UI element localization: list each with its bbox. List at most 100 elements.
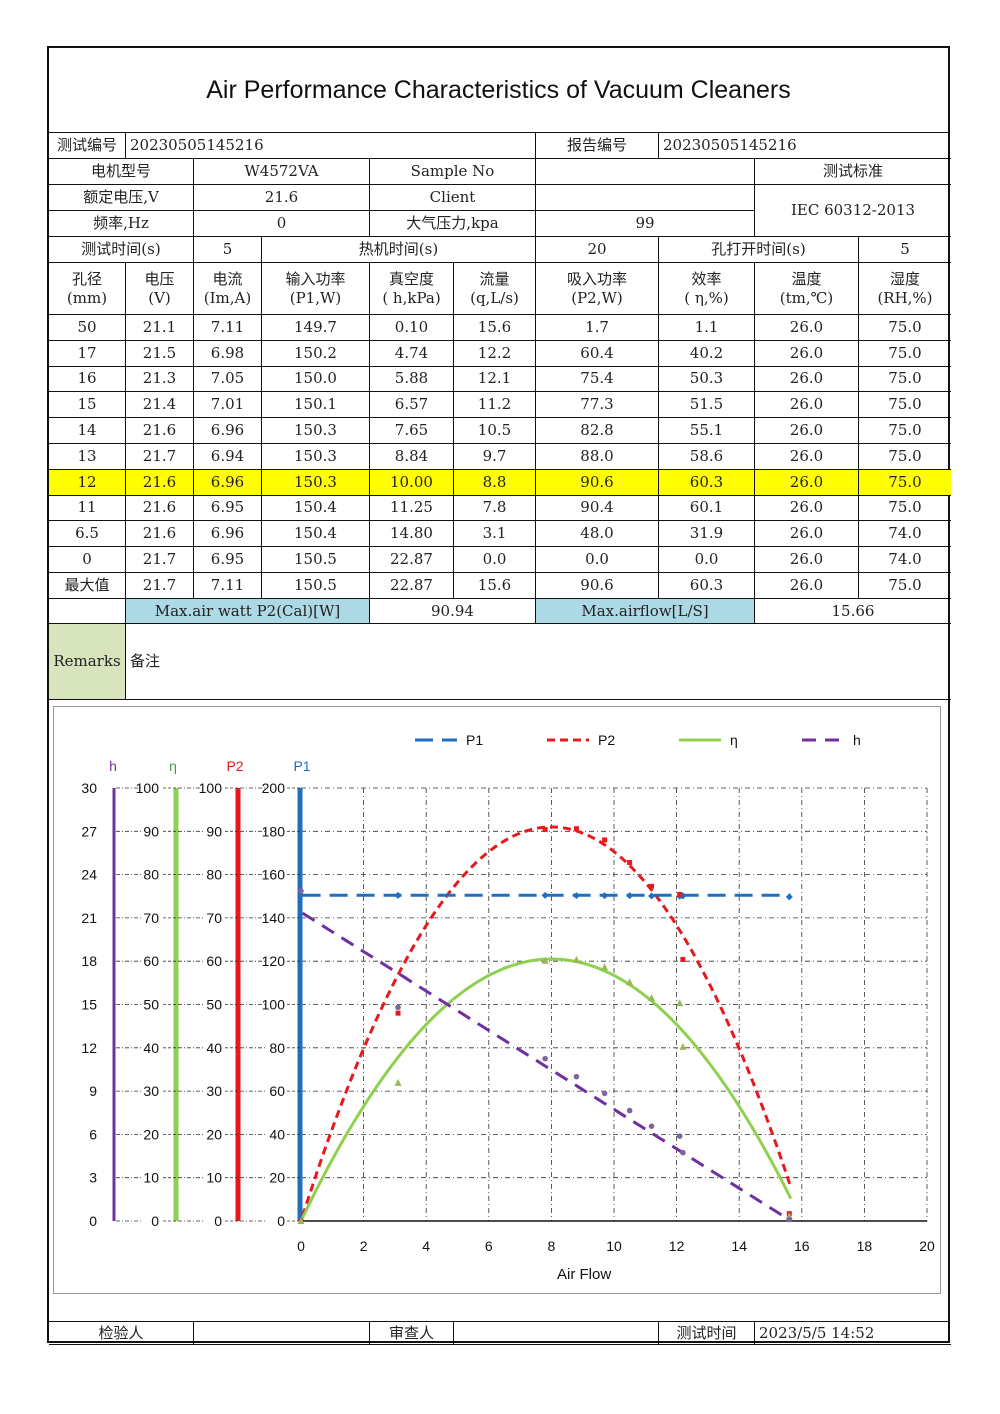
table-cell: 21.5 [126, 340, 194, 367]
x-tick-label: 18 [857, 1238, 873, 1254]
x-tick-label: 14 [731, 1238, 747, 1254]
P2-tick-label: 100 [199, 780, 223, 796]
P1-legend-label: P1 [466, 732, 483, 748]
column-unit: (tm,℃) [779, 288, 834, 307]
report-no-label: 报告编号 [536, 133, 659, 159]
table-cell: 150.4 [262, 495, 370, 522]
P1-tick-label: 140 [262, 910, 286, 926]
table-cell: 7.65 [370, 418, 454, 444]
motor-model-label: 电机型号 [49, 159, 194, 185]
column-header: 温度 (tm,℃) [755, 263, 859, 315]
inspector-label: 检验人 [49, 1322, 194, 1345]
h-data-point [542, 1055, 548, 1062]
η-tick-label: 50 [143, 997, 159, 1013]
table-cell: 0 [49, 547, 126, 573]
table-cell: 21.6 [126, 469, 194, 496]
η-tick-label: 30 [143, 1083, 159, 1099]
table-cell: 15.6 [454, 315, 536, 341]
table-cell: 26.0 [755, 521, 859, 548]
max-airflow-label: Max.airflow[L/S] [536, 599, 755, 624]
pressure-label: 大气压力,kpa [370, 211, 536, 237]
table-cell: 26.0 [755, 495, 859, 522]
eta-data-point [676, 999, 684, 1007]
h-data-point [648, 1123, 655, 1129]
column-unit: (mm) [66, 288, 108, 307]
P2-axis-title: P2 [226, 758, 243, 774]
reviewer-value [454, 1322, 659, 1345]
P1-tick-label: 120 [262, 953, 286, 969]
column-header: 电流 (Im,A) [194, 263, 262, 315]
η-tick-label: 60 [143, 953, 159, 969]
remarks-text: 备注 [126, 624, 951, 700]
table-cell: 7.8 [454, 495, 536, 522]
table-cell: 6.94 [194, 444, 262, 470]
table-cell: 150.2 [262, 340, 370, 367]
h-tick-label: 18 [81, 953, 97, 969]
h-data-point [680, 1149, 686, 1156]
η-tick-label: 70 [143, 910, 159, 926]
table-cell: 8.8 [454, 469, 536, 496]
table-cell: 21.7 [126, 444, 194, 470]
P1-tick-label: 180 [262, 823, 286, 839]
h-tick-label: 30 [81, 780, 97, 796]
column-header: 效率( η,%) [659, 263, 755, 315]
h-tick-label: 3 [89, 1170, 97, 1186]
table-cell: 15 [49, 392, 126, 419]
table-cell: 77.3 [536, 392, 659, 419]
P1-data-point [541, 891, 549, 899]
x-tick-label: 4 [422, 1238, 430, 1254]
h-data-point [676, 1133, 683, 1139]
P1-tick-label: 200 [262, 780, 286, 796]
P2-data-point [573, 826, 579, 832]
table-cell: 26.0 [755, 444, 859, 470]
table-cell: 26.0 [755, 469, 859, 496]
table-cell: 150.0 [262, 366, 370, 393]
x-tick-label: 10 [606, 1238, 622, 1254]
table-cell: 55.1 [659, 418, 755, 444]
table-cell: 150.5 [262, 547, 370, 573]
P2-tick-label: 70 [206, 910, 222, 926]
P2-data-point [649, 883, 655, 889]
h-tick-label: 9 [89, 1083, 97, 1099]
table-cell: 150.4 [262, 521, 370, 548]
η-tick-label: 40 [143, 1040, 159, 1056]
x-tick-label: 0 [297, 1238, 305, 1254]
report-sheet: Air Performance Characteristics of Vacuu… [47, 46, 951, 1345]
standard-value: IEC 60312-2013 [755, 185, 951, 237]
eta-data-point [648, 994, 656, 1002]
column-header: 湿度 (RH,%) [859, 263, 951, 315]
η-tick-label: 10 [143, 1170, 159, 1186]
η-tick-label: 0 [151, 1213, 159, 1229]
P2-tick-label: 90 [206, 823, 222, 839]
table-cell: 6.95 [194, 495, 262, 522]
motor-model-value: W4572VA [194, 159, 370, 185]
table-cell: 7.11 [194, 315, 262, 341]
column-unit: ( h,kPa) [382, 288, 441, 307]
table-cell: 88.0 [536, 444, 659, 470]
table-cell: 4.74 [370, 340, 454, 367]
table-cell: 6.98 [194, 340, 262, 367]
column-title: 真空度 [388, 269, 434, 288]
max-row-cell: 60.3 [659, 573, 755, 599]
P1-data-point [785, 893, 793, 901]
table-cell: 40.2 [659, 340, 755, 367]
table-cell: 26.0 [755, 418, 859, 444]
max-row-cell: 26.0 [755, 573, 859, 599]
report-no-value: 20230505145216 [659, 133, 951, 159]
table-cell: 1.7 [536, 315, 659, 341]
column-header: 真空度( h,kPa) [370, 263, 454, 315]
table-cell: 6.57 [370, 392, 454, 419]
P1-data-point [648, 892, 656, 900]
max-air-watt-label: Max.air watt P2(Cal)[W] [126, 599, 370, 624]
table-cell: 51.5 [659, 392, 755, 419]
h-data-point [573, 1073, 580, 1080]
table-cell: 10.00 [370, 469, 454, 496]
P2-data-point [542, 827, 548, 833]
column-title: 流量 [479, 269, 510, 288]
P1-tick-label: 40 [269, 1126, 285, 1142]
column-unit: (q,L/s) [470, 288, 519, 307]
eta-data-point [626, 978, 634, 986]
table-cell: 150.1 [262, 392, 370, 419]
table-cell: 21.7 [126, 547, 194, 573]
